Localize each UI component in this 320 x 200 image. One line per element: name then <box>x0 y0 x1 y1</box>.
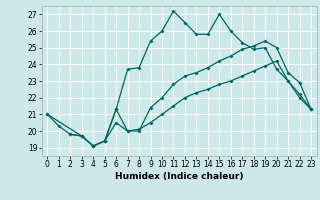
X-axis label: Humidex (Indice chaleur): Humidex (Indice chaleur) <box>115 172 244 181</box>
